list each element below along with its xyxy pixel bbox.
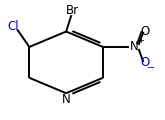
Text: Cl: Cl: [7, 20, 19, 33]
Text: +: +: [137, 36, 144, 45]
Text: Br: Br: [66, 4, 79, 17]
Text: −: −: [147, 63, 155, 73]
Text: N: N: [130, 40, 138, 53]
Text: O: O: [140, 25, 149, 38]
Text: O: O: [140, 56, 149, 69]
Text: N: N: [62, 93, 70, 106]
